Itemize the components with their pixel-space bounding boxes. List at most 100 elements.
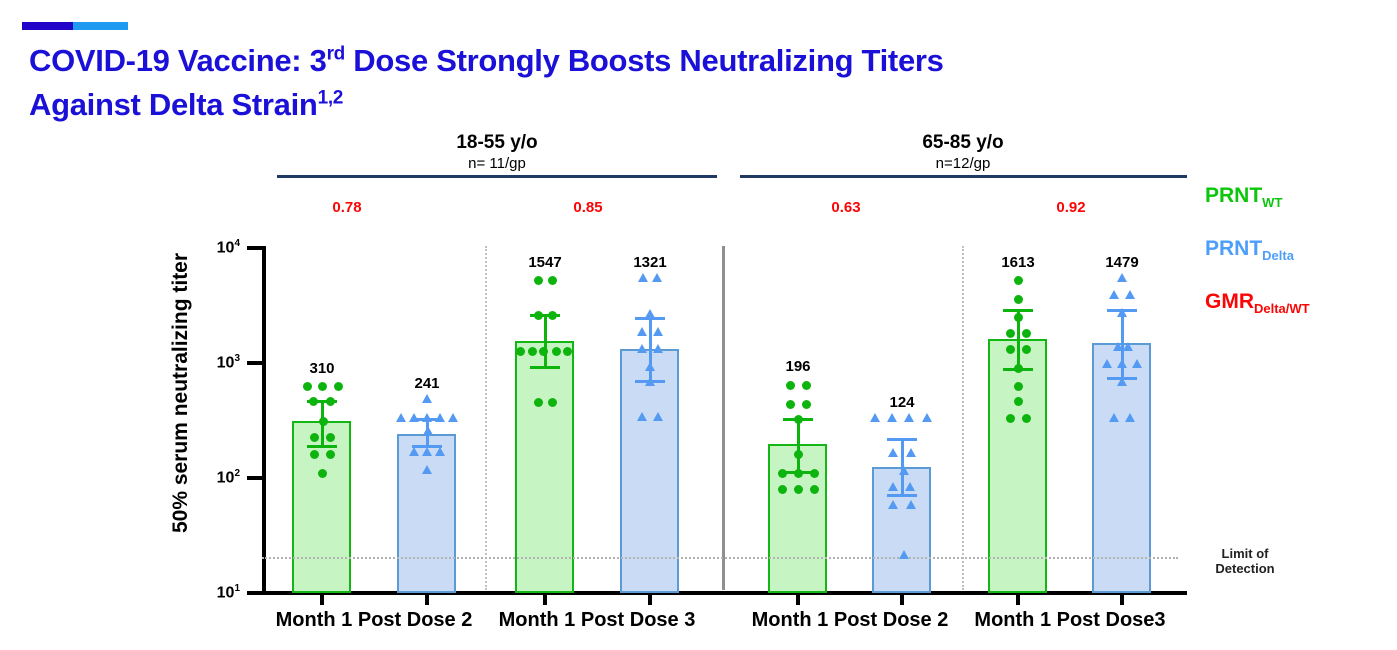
data-point-delta (1117, 377, 1127, 386)
deco-bar-light (73, 22, 128, 30)
y-tick-label: 102 (216, 468, 240, 487)
bar-value-label: 1547 (528, 254, 562, 271)
title-line1: COVID-19 Vaccine: 3rd Dose Strongly Boos… (29, 43, 944, 79)
data-point-delta (652, 273, 662, 282)
data-point-delta (1117, 308, 1127, 317)
data-point-delta (422, 465, 432, 474)
data-point-wt (319, 417, 328, 426)
data-point-wt (326, 397, 335, 406)
data-point-delta (645, 309, 655, 318)
age-group-title: 18-55 y/o (456, 132, 538, 153)
data-point-wt (778, 469, 787, 478)
data-point-wt (786, 400, 795, 409)
y-tick (247, 361, 262, 365)
x-axis-line (258, 591, 1187, 595)
data-point-wt (539, 347, 548, 356)
x-tick (320, 595, 324, 605)
data-point-wt (1022, 414, 1031, 423)
data-point-delta (1125, 290, 1135, 299)
data-point-wt (1014, 295, 1023, 304)
data-point-delta (1102, 359, 1112, 368)
separator-dotted-line (485, 246, 487, 590)
data-point-delta (423, 426, 433, 435)
y-tick-label: 101 (216, 583, 240, 602)
data-point-wt (548, 276, 557, 285)
data-point-delta (1123, 342, 1133, 351)
separator-dotted-line (962, 246, 964, 590)
slide-title: COVID-19 Vaccine: 3rd Dose Strongly Boos… (29, 36, 944, 123)
data-point-wt (794, 450, 803, 459)
legend-item-prnt-delta: PRNTDelta (1205, 237, 1294, 264)
data-point-delta (637, 327, 647, 336)
gmr-value: 0.92 (1056, 199, 1086, 216)
limit-of-detection-label: Limit of Detection (1215, 546, 1275, 576)
age-group-header-18-55: 18-55 y/o n= 11/gp (397, 132, 597, 172)
data-point-wt (1006, 329, 1015, 338)
data-point-delta (1113, 342, 1123, 351)
data-point-delta (1109, 290, 1119, 299)
bar-value-label: 1613 (1001, 254, 1035, 271)
data-point-wt (794, 469, 803, 478)
y-axis-line (262, 246, 266, 593)
data-point-delta (905, 482, 915, 491)
data-point-delta (422, 413, 432, 422)
bar-prnt-wt (515, 341, 574, 593)
data-point-delta (906, 448, 916, 457)
data-point-delta (435, 413, 445, 422)
data-point-wt (310, 450, 319, 459)
data-point-delta (638, 273, 648, 282)
age-group-underline (740, 175, 1187, 178)
data-point-wt (1014, 276, 1023, 285)
data-point-wt (534, 398, 543, 407)
data-point-delta (396, 413, 406, 422)
data-point-delta (653, 327, 663, 336)
data-point-wt (548, 398, 557, 407)
error-bar-cap (307, 400, 337, 403)
limit-of-detection-line (262, 557, 1178, 559)
error-bar-stem (1017, 310, 1020, 370)
data-point-wt (552, 347, 561, 356)
data-point-wt (1014, 397, 1023, 406)
x-tick (900, 595, 904, 605)
data-point-wt (534, 276, 543, 285)
data-point-wt (794, 485, 803, 494)
data-point-wt (1014, 364, 1023, 373)
y-tick (247, 591, 262, 595)
bar-prnt-wt (988, 339, 1047, 593)
data-point-wt (318, 469, 327, 478)
data-point-wt (1014, 313, 1023, 322)
y-tick-label: 104 (216, 238, 240, 257)
data-point-wt (318, 382, 327, 391)
bar-value-label: 196 (785, 358, 811, 375)
data-point-wt (1022, 345, 1031, 354)
data-point-delta (422, 447, 432, 456)
data-point-wt (802, 400, 811, 409)
bar-value-label: 310 (309, 360, 335, 377)
error-bar-cap (530, 314, 560, 317)
data-point-delta (435, 447, 445, 456)
error-bar-stem (649, 318, 652, 382)
x-axis-label: Month 1 Post Dose 2 (275, 609, 473, 631)
error-bar-cap (307, 445, 337, 448)
gmr-value: 0.63 (831, 199, 861, 216)
error-bar-cap (887, 438, 917, 441)
data-point-wt (810, 485, 819, 494)
data-point-wt (528, 347, 537, 356)
data-point-delta (870, 413, 880, 422)
data-point-delta (653, 412, 663, 421)
data-point-wt (309, 397, 318, 406)
data-point-wt (802, 381, 811, 390)
data-point-wt (1022, 329, 1031, 338)
x-tick (543, 595, 547, 605)
x-axis-label: Month 1 Post Dose3 (974, 609, 1166, 631)
x-tick (1016, 595, 1020, 605)
deco-bar-dark (22, 22, 73, 30)
data-point-delta (888, 482, 898, 491)
data-point-wt (326, 433, 335, 442)
separator-solid-line (722, 246, 725, 590)
legend-item-gmr: GMRDelta/WT (1205, 290, 1310, 317)
age-group-title: 65-85 y/o (922, 132, 1004, 153)
y-tick (247, 246, 262, 250)
bar-value-label: 1321 (633, 254, 667, 271)
error-bar-stem (797, 419, 800, 473)
